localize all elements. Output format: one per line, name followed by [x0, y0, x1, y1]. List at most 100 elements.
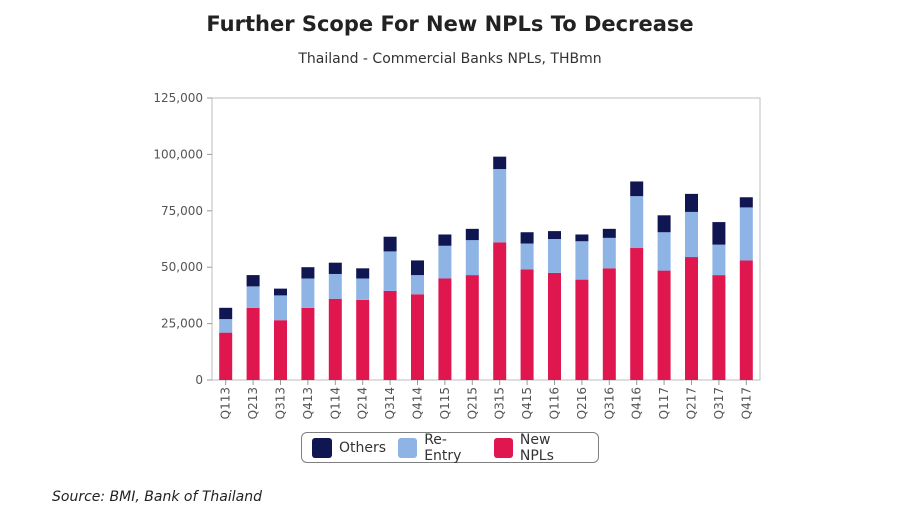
bar-others-q216 [575, 234, 589, 242]
x-tick-label: Q213 [246, 387, 260, 419]
bar-others-q314 [383, 236, 397, 252]
bar-new-npls-q416 [630, 248, 644, 380]
legend-swatch [312, 437, 332, 458]
bar-others-q213 [246, 275, 260, 287]
x-tick-label: Q113 [219, 387, 233, 419]
x-tick-label: Q315 [493, 387, 507, 419]
x-tick-label: Q215 [465, 387, 479, 419]
bar-others-q415 [520, 232, 534, 244]
bar-new-npls-q317 [712, 275, 726, 380]
bar-new-npls-q316 [602, 268, 616, 380]
chart-title: Further Scope For New NPLs To Decrease [206, 12, 694, 36]
bar-re-entry-q417 [739, 207, 753, 261]
bar-new-npls-q417 [739, 260, 753, 380]
bar-re-entry-q415 [520, 243, 534, 270]
bar-re-entry-q115 [438, 245, 452, 279]
x-tick-label: Q116 [548, 387, 562, 419]
x-tick-label: Q317 [712, 387, 726, 419]
legend-item-new-npls: New NPLs [493, 431, 586, 464]
x-tick-label: Q314 [383, 387, 397, 419]
x-tick-label: Q214 [356, 387, 370, 419]
plot-area-frame [211, 97, 761, 381]
bar-re-entry-q413 [301, 278, 315, 308]
bar-others-q116 [548, 231, 561, 239]
bar-re-entry-q315 [493, 169, 507, 243]
chart-subtitle: Thailand - Commercial Banks NPLs, THBmn [298, 51, 602, 67]
bar-others-q413 [301, 267, 315, 279]
legend-label: Others [339, 439, 387, 456]
bar-others-q316 [602, 228, 616, 238]
x-tick-label: Q114 [328, 387, 342, 419]
bar-re-entry-q316 [602, 237, 616, 269]
bar-new-npls-q216 [575, 279, 589, 380]
bar-re-entry-q114 [328, 273, 342, 299]
chart-legend: Others Re-Entry New NPLs [301, 431, 599, 464]
bar-re-entry-q317 [712, 244, 726, 276]
bar-re-entry-q117 [657, 232, 671, 271]
bar-others-q414 [411, 260, 424, 276]
bar-new-npls-q414 [411, 294, 424, 380]
y-tick-label: 75,000 [161, 204, 203, 218]
bar-others-q313 [274, 288, 287, 296]
bar-re-entry-q213 [246, 286, 260, 308]
bar-re-entry-q414 [411, 275, 424, 295]
bar-new-npls-q115 [438, 278, 452, 380]
bar-new-npls-q117 [657, 270, 671, 380]
bar-re-entry-q116 [548, 239, 561, 273]
bar-new-npls-q114 [328, 298, 342, 380]
bar-others-q416 [630, 181, 644, 197]
bar-re-entry-q216 [575, 241, 589, 280]
x-tick-label: Q416 [630, 387, 644, 419]
y-tick-label: 50,000 [161, 260, 203, 274]
bar-new-npls-q217 [685, 257, 698, 380]
bar-re-entry-q113 [219, 319, 233, 333]
bar-new-npls-q314 [383, 290, 397, 380]
bar-re-entry-q214 [356, 278, 370, 300]
bar-others-q315 [493, 156, 507, 170]
bar-re-entry-q215 [465, 240, 479, 276]
bar-new-npls-q415 [520, 269, 534, 380]
bar-new-npls-q214 [356, 299, 370, 380]
x-tick-label: Q417 [739, 387, 753, 419]
bar-others-q114 [328, 262, 342, 274]
bar-re-entry-q314 [383, 251, 397, 291]
bar-new-npls-q315 [493, 242, 507, 380]
x-tick-label: Q313 [274, 387, 288, 419]
x-tick-label: Q217 [685, 387, 699, 419]
bar-re-entry-q416 [630, 196, 644, 249]
legend-swatch [398, 437, 418, 458]
bar-others-q115 [438, 234, 452, 246]
bar-new-npls-q116 [548, 272, 561, 380]
x-tick-label: Q117 [657, 387, 671, 419]
source-note: Source: BMI, Bank of Thailand [52, 489, 262, 505]
bar-others-q215 [465, 228, 479, 241]
y-tick-label: 25,000 [161, 317, 203, 331]
y-tick-label: 125,000 [153, 91, 203, 105]
bar-re-entry-q313 [274, 295, 287, 321]
bar-others-q217 [685, 193, 698, 212]
bar-new-npls-q215 [465, 275, 479, 380]
bar-re-entry-q217 [685, 211, 698, 258]
x-tick-label: Q415 [520, 387, 534, 419]
legend-label: New NPLs [519, 431, 554, 464]
legend-item-re-entry: Re-Entry [398, 432, 482, 464]
bar-others-q317 [712, 222, 726, 245]
bar-others-q117 [657, 215, 671, 233]
bar-new-npls-q113 [219, 332, 233, 380]
bar-others-q214 [356, 268, 370, 279]
x-tick-label: Q316 [602, 387, 616, 419]
bar-new-npls-q213 [246, 307, 260, 380]
legend-item-others: Others [312, 437, 387, 458]
bar-others-q113 [219, 307, 233, 320]
y-tick-label: 100,000 [153, 147, 203, 161]
x-tick-label: Q115 [438, 387, 452, 419]
x-tick-label: Q413 [301, 387, 315, 419]
bar-others-q417 [739, 197, 753, 208]
x-tick-label: Q414 [411, 387, 425, 419]
stacked-bar-chart: 0 25,000 50,000 75,000 100,000 125,000 Q113 Q21… [153, 91, 761, 419]
legend-swatch [493, 437, 513, 458]
bar-new-npls-q413 [301, 307, 315, 380]
y-tick-label: 0 [195, 373, 203, 387]
x-tick-label: Q216 [575, 387, 589, 419]
legend-label: Re-Entry [424, 431, 462, 464]
